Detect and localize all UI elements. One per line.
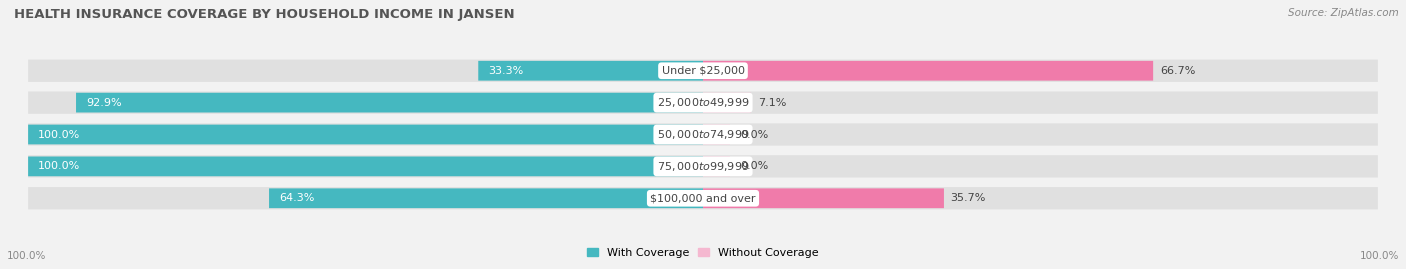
FancyBboxPatch shape (28, 155, 1378, 178)
Text: HEALTH INSURANCE COVERAGE BY HOUSEHOLD INCOME IN JANSEN: HEALTH INSURANCE COVERAGE BY HOUSEHOLD I… (14, 8, 515, 21)
Text: $25,000 to $49,999: $25,000 to $49,999 (657, 96, 749, 109)
Text: 100.0%: 100.0% (38, 161, 80, 171)
FancyBboxPatch shape (28, 123, 1378, 146)
Text: 66.7%: 66.7% (1160, 66, 1195, 76)
Text: Source: ZipAtlas.com: Source: ZipAtlas.com (1288, 8, 1399, 18)
FancyBboxPatch shape (703, 188, 943, 208)
Text: 92.9%: 92.9% (86, 98, 122, 108)
FancyBboxPatch shape (703, 125, 730, 144)
FancyBboxPatch shape (478, 61, 703, 81)
FancyBboxPatch shape (703, 93, 751, 112)
FancyBboxPatch shape (269, 188, 703, 208)
Legend: With Coverage, Without Coverage: With Coverage, Without Coverage (588, 248, 818, 258)
Text: $75,000 to $99,999: $75,000 to $99,999 (657, 160, 749, 173)
Text: 0.0%: 0.0% (740, 161, 768, 171)
Text: 0.0%: 0.0% (740, 129, 768, 140)
Text: 64.3%: 64.3% (280, 193, 315, 203)
FancyBboxPatch shape (76, 93, 703, 112)
FancyBboxPatch shape (28, 157, 703, 176)
Text: 33.3%: 33.3% (488, 66, 523, 76)
Text: 7.1%: 7.1% (758, 98, 786, 108)
FancyBboxPatch shape (28, 187, 1378, 210)
Text: $100,000 and over: $100,000 and over (650, 193, 756, 203)
FancyBboxPatch shape (28, 125, 703, 144)
FancyBboxPatch shape (28, 91, 1378, 114)
FancyBboxPatch shape (28, 59, 1378, 82)
Text: 100.0%: 100.0% (1360, 251, 1399, 261)
FancyBboxPatch shape (703, 61, 1153, 81)
Text: $50,000 to $74,999: $50,000 to $74,999 (657, 128, 749, 141)
Text: 100.0%: 100.0% (38, 129, 80, 140)
FancyBboxPatch shape (703, 157, 730, 176)
Text: Under $25,000: Under $25,000 (661, 66, 745, 76)
Text: 100.0%: 100.0% (7, 251, 46, 261)
Text: 35.7%: 35.7% (950, 193, 986, 203)
